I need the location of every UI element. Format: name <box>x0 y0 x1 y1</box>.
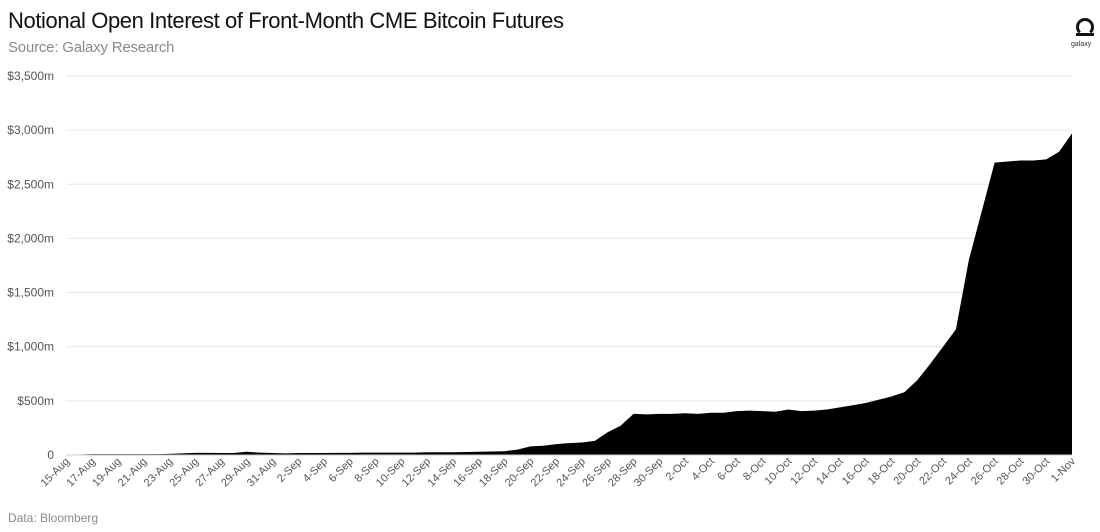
logo-text: galaxy <box>1071 41 1092 48</box>
chart-title: Notional Open Interest of Front-Month CM… <box>8 8 564 33</box>
x-tick-label: 30-Oct <box>1020 456 1052 488</box>
x-tick-label: 30-Sep <box>632 456 666 490</box>
x-tick-label: 14-Oct <box>814 456 846 488</box>
x-tick-label: 26-Oct <box>969 456 1001 488</box>
y-tick-label: $500m <box>17 394 54 408</box>
x-tick-label: 16-Oct <box>840 456 872 488</box>
galaxy-logo-icon: galaxy <box>1071 18 1099 58</box>
y-tick-label: $2,500m <box>7 177 54 191</box>
y-tick-label: $2,000m <box>7 231 54 245</box>
x-tick-label: 1-Nov <box>1049 455 1079 485</box>
y-tick-label: $1,000m <box>7 340 54 354</box>
x-tick-label: 10-Oct <box>763 456 795 488</box>
y-tick-label: 0 <box>47 448 54 462</box>
x-tick-label: 12-Oct <box>788 456 820 488</box>
data-source-note: Data: Bloomberg <box>8 511 99 525</box>
x-tick-label: 20-Oct <box>892 456 924 488</box>
x-tick-label: 31-Aug <box>245 456 279 490</box>
y-tick-label: $3,500m <box>7 69 54 83</box>
x-tick-label: 28-Oct <box>995 456 1027 488</box>
chart-subtitle: Source: Galaxy Research <box>8 39 175 56</box>
x-tick-label: 2-Sep <box>275 456 304 485</box>
x-tick-label: 22-Oct <box>917 456 949 488</box>
plot-area <box>66 133 1072 456</box>
x-tick-label: 4-Oct <box>689 456 717 484</box>
y-tick-label: $1,500m <box>7 286 54 300</box>
x-axis: 15-Aug17-Aug19-Aug21-Aug23-Aug25-Aug27-A… <box>39 455 1079 489</box>
x-tick-label: 6-Oct <box>715 456 743 484</box>
x-tick-label: 6-Sep <box>327 456 356 485</box>
x-tick-label: 24-Oct <box>943 456 975 488</box>
x-tick-label: 18-Oct <box>866 456 898 488</box>
open-interest-area <box>66 133 1072 455</box>
logo-base <box>1076 33 1094 36</box>
gridlines <box>66 75 1072 402</box>
logo-mark <box>1076 18 1094 36</box>
y-tick-label: $3,000m <box>7 123 54 137</box>
x-tick-label: 2-Oct <box>664 456 692 484</box>
y-axis: 0 $500m $1,000m $1,500m $2,000m $2,500m $3,000… <box>7 69 54 462</box>
x-tick-label: 4-Sep <box>301 456 330 485</box>
